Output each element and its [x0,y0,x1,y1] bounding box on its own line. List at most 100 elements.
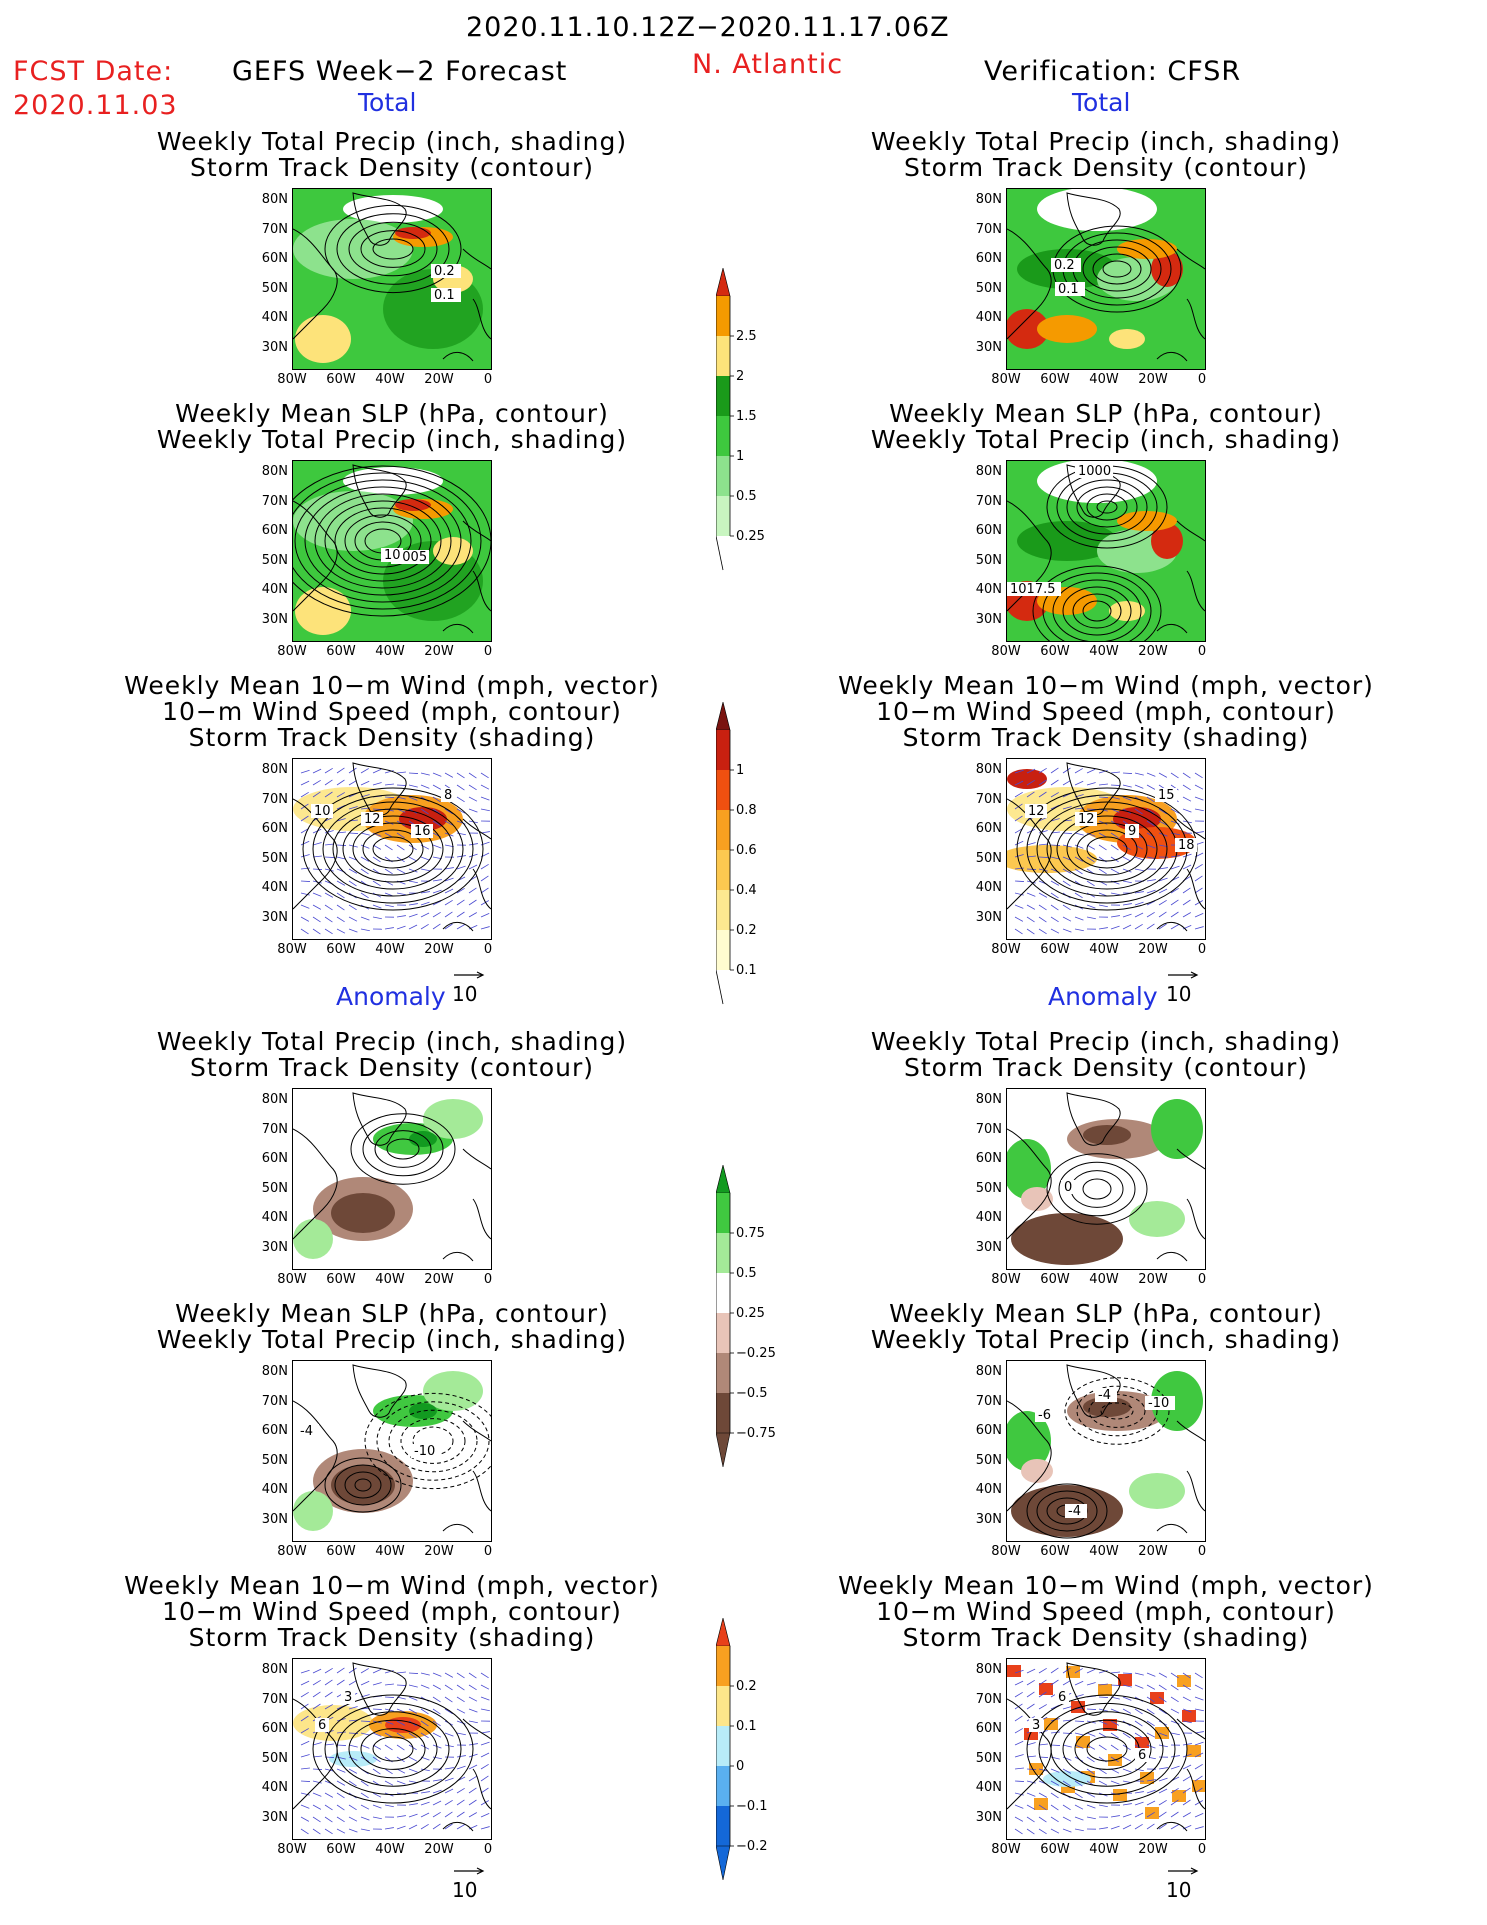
lat-tick-label: 40N [261,1780,288,1795]
contour-label: 0.2 [1051,258,1081,273]
lat-tick-label: 70N [975,1121,1002,1137]
lat-tick-label: 50N [975,280,1002,296]
svg-text:0.2: 0.2 [434,264,455,279]
colorbar-swatch [716,376,730,416]
panel-title-line: 10−m Wind Speed (mph, contour) [876,1597,1336,1626]
lon-tick-label: 0 [483,942,493,957]
lat-tick-label: 70N [261,791,288,807]
contour-label: -4 [297,1424,319,1439]
colorbar-label: −0.5 [736,1386,768,1401]
svg-text:0.2: 0.2 [1054,258,1075,273]
colorbar-label: −0.25 [736,1346,776,1361]
lat-tick-label: 80N [261,762,288,777]
lat-tick-label: 70N [975,1393,1002,1409]
contour-label: 1017.5 [1007,582,1061,597]
vector-ref-arrow-icon [1168,971,1199,979]
panel-title-line: Storm Track Density (shading) [188,723,596,752]
panel-title-line: Weekly Mean 10−m Wind (mph, vector) [838,1571,1374,1600]
svg-text:12: 12 [1028,804,1045,819]
colorbar-label: 0.75 [736,1226,765,1241]
lat-tick-label: 80N [975,192,1002,207]
colorbar-swatch [716,770,730,810]
lon-tick-label: 60W [1040,1272,1070,1287]
lat-tick-label: 30N [261,611,288,627]
vector-ref-arrow-icon [454,971,485,979]
lat-tick-label: 80N [261,1092,288,1107]
colorbar-label: 0.1 [736,963,757,978]
colorbar-swatch [716,416,730,456]
panel-title-line: Weekly Mean 10−m Wind (mph, vector) [124,671,660,700]
lon-tick-label: 0 [1197,372,1207,387]
map-panel-cfsr-total-wind: 12 12 9 15 18 [1006,758,1206,940]
lat-tick-label: 50N [261,1452,288,1468]
map-panel-gefs-anom-slp: -4 -10 [292,1360,492,1542]
vector-ref-label: 10 [452,1878,478,1902]
lon-tick-label: 20W [1138,372,1168,387]
lon-tick-label: 80W [277,644,307,659]
contour-label: 12 [1025,804,1047,819]
lat-tick-label: 60N [975,1721,1002,1736]
lat-tick-label: 60N [975,1151,1002,1166]
lon-tick-label: 60W [326,1842,356,1857]
lat-tick-label: 80N [261,192,288,207]
lon-tick-label: 40W [375,942,405,957]
lat-tick-label: 30N [261,1809,288,1825]
colorbar-swatch [716,1313,730,1353]
lon-tick-label: 0 [1197,1544,1207,1559]
vector-ref-arrow-icon [1168,1867,1199,1875]
lat-tick-label: 50N [261,1750,288,1766]
svg-text:-4: -4 [1098,1388,1111,1403]
vector-ref-left-anom: 10 [452,1856,486,1902]
map-panel-gefs-anom-precip [292,1088,492,1270]
colorbar-swatch [716,1393,730,1433]
svg-text:10: 10 [314,804,331,819]
vector-ref-label: 10 [452,982,478,1006]
lat-tick-label: 30N [975,339,1002,355]
panel-title-line: Storm Track Density (shading) [902,723,1310,752]
lat-tick-label: 40N [975,1210,1002,1225]
contour-label: -10 [1145,1396,1175,1411]
vector-ref-label: 10 [1166,1878,1192,1902]
lat-tick-label: 40N [975,1482,1002,1497]
lat-tick-label: 70N [975,1691,1002,1707]
map-panel-gefs-total-precip: 0.2 0.1 [292,188,492,370]
colorbar-swatch [716,1806,730,1846]
map-panel-cfsr-total-precip: 0.2 0.1 [1006,188,1206,370]
colorbar-label: 0.1 [736,1719,757,1734]
colorbar-label: 2.5 [736,329,757,344]
region-title: N. Atlantic [692,49,844,80]
left-anomaly-section: Anomaly [336,982,446,1011]
right-total-section: Total [1072,88,1131,117]
contour-label: 8 [441,788,455,803]
colorbar-track-anom: 0.2 0.1 0 −0.1 −0.2 [716,1618,806,1898]
lon-tick-label: 80W [277,942,307,957]
lat-tick-label: 30N [975,1809,1002,1825]
lon-tick-label: 60W [1040,1842,1070,1857]
lat-tick-label: 40N [261,880,288,895]
lon-tick-label: 80W [991,1272,1021,1287]
lon-tick-label: 40W [1089,942,1119,957]
lon-tick-label: 80W [277,1842,307,1857]
vector-ref-right-anom: 10 [1166,1856,1200,1902]
svg-text:12: 12 [1078,812,1095,827]
vector-ref-left-total: 10 [452,960,486,1006]
lon-tick-label: 60W [326,1272,356,1287]
lon-tick-label: 40W [1089,1544,1119,1559]
contour-label: -10 [411,1444,441,1459]
panel-title-line: Weekly Mean SLP (hPa, contour) [175,1299,609,1328]
colorbar-label: 0.5 [736,1266,757,1281]
gefs-title: GEFS Week−2 Forecast [232,56,568,87]
colorbar-label: 1 [736,763,744,778]
svg-text:-4: -4 [1068,1504,1081,1519]
contour-label: 0.1 [431,288,461,303]
contour-label: -4 [1095,1388,1117,1403]
contour-label: 18 [1175,838,1197,853]
lat-tick-label: 50N [975,1180,1002,1196]
vector-ref-arrow-icon [454,1867,485,1875]
lat-tick-label: 40N [261,310,288,325]
colorbar-swatch [716,890,730,930]
contour-label: 9 [1125,824,1139,839]
lat-tick-label: 70N [261,493,288,509]
contour-label: 10 [311,804,333,819]
vector-ref-label: 10 [1166,982,1192,1006]
